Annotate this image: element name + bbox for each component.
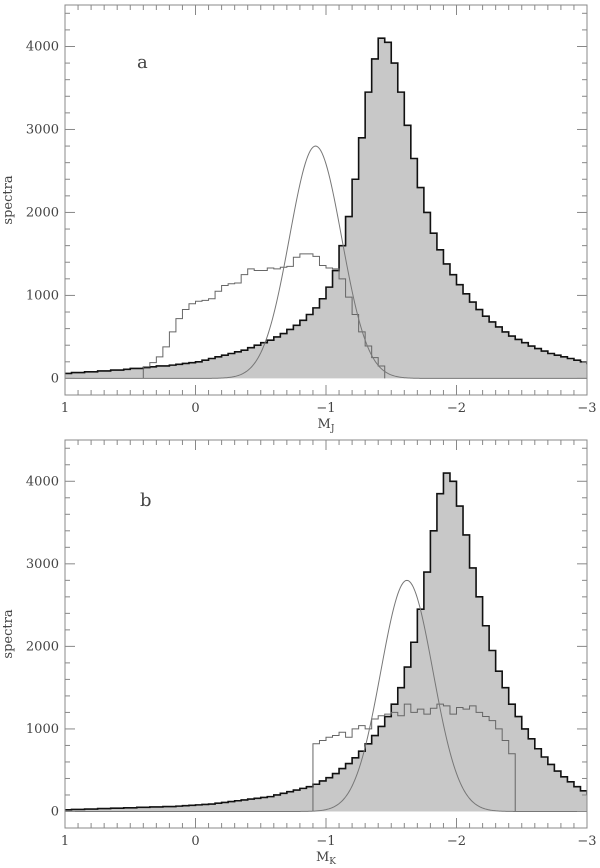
total-histogram-line-b [65, 472, 587, 811]
y-tick-label-a: 2000 [26, 205, 59, 220]
x-tick-label-a: −1 [316, 401, 335, 416]
sub-histogram-a [142, 253, 386, 379]
sub-histogram-b [312, 703, 516, 812]
x-tick-label-b: −1 [316, 834, 335, 849]
y-axis-label-b: spectra [1, 609, 16, 658]
x-tick-label-a: 0 [191, 401, 199, 416]
y-tick-label-a: 4000 [26, 39, 59, 54]
x-tick-label-a: 1 [61, 401, 69, 416]
gaussian-fit-b [65, 579, 587, 812]
y-axis-label-a: spectra [1, 175, 16, 224]
x-tick-label-b: −3 [577, 834, 596, 849]
x-tick-label-b: 0 [191, 834, 199, 849]
y-tick-label-b: 4000 [26, 474, 59, 489]
y-tick-label-b: 3000 [26, 557, 59, 572]
x-tick-label-b: 1 [61, 834, 69, 849]
x-axis-label-b: MK [316, 850, 336, 867]
y-tick-label-a: 1000 [26, 288, 59, 303]
plot-area-b [65, 472, 587, 812]
gaussian-fit-a [65, 145, 587, 379]
y-tick-label-a: 3000 [26, 122, 59, 137]
x-axis-label-main-b: M [316, 850, 329, 865]
x-tick-label-a: −3 [577, 401, 596, 416]
x-tick-label-a: −2 [447, 401, 466, 416]
panel-label-b: b [140, 490, 152, 511]
y-tick-label-b: 1000 [26, 722, 59, 737]
y-tick-label-a: 0 [51, 371, 59, 386]
panel-label-a: a [137, 52, 148, 73]
y-tick-label-b: 0 [51, 804, 59, 819]
total-histogram-fill-b [65, 473, 587, 812]
x-axis-label-sub-b: K [329, 857, 336, 867]
x-tick-label-b: −2 [447, 834, 466, 849]
x-axis-label-main-a: M [318, 417, 331, 432]
x-axis-label-a: MJ [318, 417, 335, 434]
x-axis-label-sub-a: J [330, 424, 335, 434]
total-histogram-fill-a [65, 38, 587, 379]
total-histogram-line-a [65, 37, 587, 375]
plot-area-a [65, 37, 587, 379]
y-tick-label-b: 2000 [26, 639, 59, 654]
